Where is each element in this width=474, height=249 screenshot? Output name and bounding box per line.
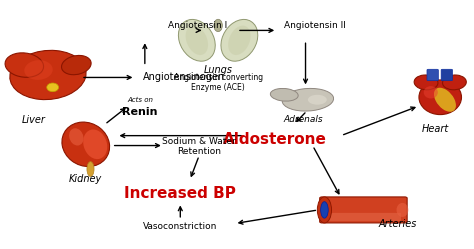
Text: Lungs: Lungs	[204, 65, 233, 75]
Ellipse shape	[282, 88, 334, 111]
FancyBboxPatch shape	[326, 213, 401, 221]
Ellipse shape	[424, 86, 438, 99]
Ellipse shape	[443, 75, 466, 90]
Text: Sodium & Water
Retention: Sodium & Water Retention	[162, 137, 236, 156]
Ellipse shape	[419, 80, 462, 115]
Ellipse shape	[214, 19, 222, 32]
Text: Angiotensin II: Angiotensin II	[284, 21, 346, 30]
Ellipse shape	[308, 95, 327, 105]
Text: Renin: Renin	[122, 107, 158, 117]
Ellipse shape	[414, 75, 438, 90]
Ellipse shape	[47, 83, 59, 92]
Text: Aldosterone: Aldosterone	[223, 132, 327, 147]
Text: Arteries: Arteries	[379, 219, 417, 229]
Ellipse shape	[178, 19, 215, 61]
Text: Angiotensin I: Angiotensin I	[168, 21, 228, 30]
Text: Vasoconstriction: Vasoconstriction	[143, 222, 218, 231]
Ellipse shape	[24, 60, 53, 80]
FancyBboxPatch shape	[427, 69, 438, 81]
Ellipse shape	[5, 53, 44, 77]
Ellipse shape	[318, 197, 331, 223]
Ellipse shape	[62, 122, 109, 167]
Ellipse shape	[87, 162, 94, 177]
Ellipse shape	[270, 88, 298, 101]
FancyBboxPatch shape	[319, 197, 407, 223]
Text: Heart: Heart	[422, 124, 449, 134]
Text: Adrenals: Adrenals	[283, 115, 323, 124]
Ellipse shape	[320, 202, 328, 218]
Ellipse shape	[228, 26, 251, 55]
Ellipse shape	[434, 88, 456, 112]
Text: Acts on: Acts on	[127, 97, 153, 103]
Ellipse shape	[69, 128, 83, 145]
FancyBboxPatch shape	[441, 69, 453, 81]
Text: Liver: Liver	[22, 115, 46, 124]
Text: Angiotensin converting
Enzyme (ACE): Angiotensin converting Enzyme (ACE)	[173, 73, 263, 92]
Text: Kidney: Kidney	[69, 174, 102, 184]
Text: Angiotensinogen: Angiotensinogen	[143, 72, 225, 82]
Ellipse shape	[10, 50, 86, 100]
Ellipse shape	[221, 19, 258, 61]
Text: Increased BP: Increased BP	[124, 186, 236, 201]
Ellipse shape	[397, 203, 408, 217]
Ellipse shape	[62, 56, 91, 75]
Ellipse shape	[186, 26, 208, 55]
Ellipse shape	[83, 129, 107, 159]
